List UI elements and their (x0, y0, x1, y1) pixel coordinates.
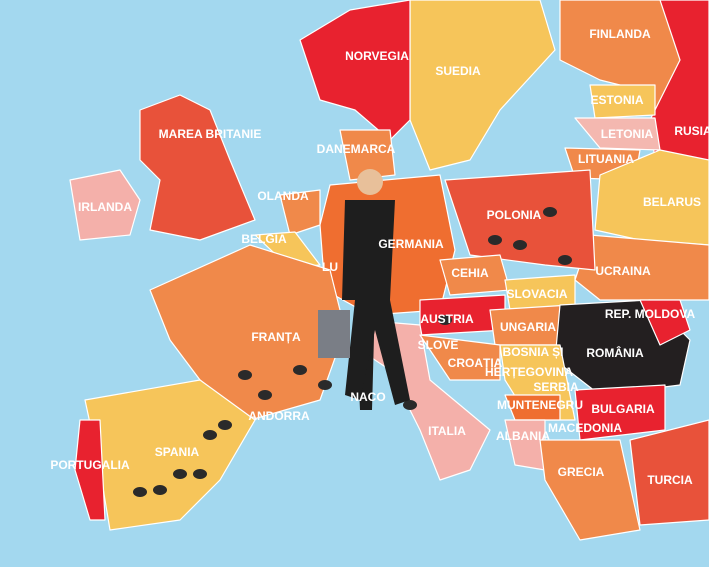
turkey (629, 419, 709, 526)
country-label: DANEMARCA (317, 142, 396, 156)
sweden (409, 0, 556, 171)
france (149, 244, 346, 421)
country-label: PORTUGALIA (50, 458, 130, 472)
country-label: MUNTENEGRU (497, 398, 583, 412)
country-label: FRANȚA (251, 330, 301, 344)
moldova (639, 299, 691, 346)
country-label: ITALIA (428, 424, 466, 438)
country-label: SLOVACIA (506, 287, 567, 301)
country-label: NACO (350, 390, 385, 404)
country-label: SERBIA (533, 380, 579, 394)
country-label: RUSIA (674, 124, 709, 138)
country-label: LITUANIA (578, 152, 634, 166)
country-label: MAREA BRITANIE (159, 127, 262, 141)
country-label: REP. MOLDOVA (605, 307, 696, 321)
bulgaria (574, 384, 666, 441)
country-label: UCRAINA (595, 264, 651, 278)
country-label: TURCIA (647, 473, 693, 487)
country-label: ROMÂNIA (586, 345, 644, 360)
norway (299, 0, 411, 141)
country-label: CEHIA (451, 266, 489, 280)
country-label: ALBANIA (496, 429, 550, 443)
portugal (74, 419, 106, 521)
country-label: OLANDA (257, 189, 309, 203)
country-label: BELGIA (241, 232, 287, 246)
poland (444, 169, 596, 271)
country-label: GERMANIA (378, 237, 444, 251)
country-label: SUEDIA (435, 64, 481, 78)
country-label: SLOVE (418, 338, 459, 352)
country-label: HERȚEGOVINA (485, 365, 573, 379)
country-label: NORVEGIA (345, 49, 409, 63)
footprints (133, 207, 572, 497)
country-label: FINLANDA (589, 27, 651, 41)
slovenia-croatia (419, 334, 501, 381)
country-label: UNGARIA (500, 320, 556, 334)
country-label: MACEDONIA (548, 421, 622, 435)
country-label: IRLANDA (78, 200, 132, 214)
greece (539, 439, 641, 541)
businessman (318, 169, 410, 410)
country-label: BULGARIA (591, 402, 655, 416)
montenegro (504, 394, 561, 421)
belarus (594, 149, 709, 246)
denmark (339, 129, 396, 181)
country-labels: NORVEGIA SUEDIA FINLANDA ESTONIA LETONIA LITU… (50, 27, 709, 487)
country-label: BELARUS (643, 195, 701, 209)
country-label: SPANIA (155, 445, 200, 459)
country-label: ESTONIA (590, 93, 643, 107)
ireland (69, 169, 141, 241)
country-label: LU (322, 260, 338, 274)
country-label: LETONIA (601, 127, 654, 141)
country-label: BOSNIA ȘI (503, 345, 564, 359)
country-label: AUSTRIA (420, 312, 474, 326)
estonia (589, 84, 656, 119)
country-label: POLONIA (487, 208, 542, 222)
uk (139, 94, 256, 241)
country-label: ANDORRA (248, 409, 310, 423)
country-label: CROAȚIA (448, 356, 503, 370)
country-label: GRECIA (558, 465, 605, 479)
